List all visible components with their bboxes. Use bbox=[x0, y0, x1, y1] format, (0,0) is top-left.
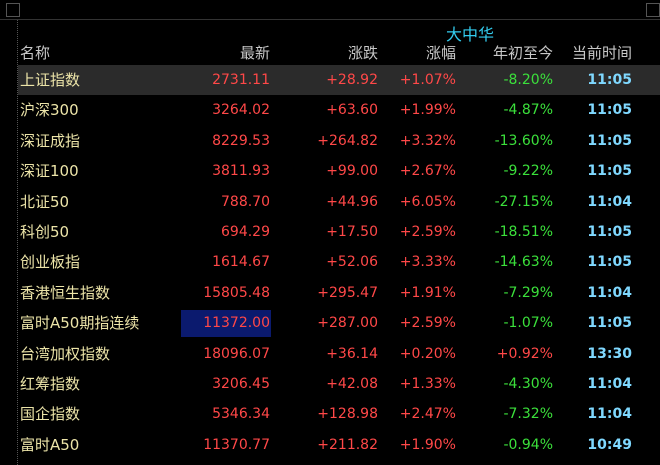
change-pct: +0.20% bbox=[399, 345, 456, 362]
divider bbox=[17, 20, 18, 465]
index-name[interactable]: 红筹指数 bbox=[20, 375, 81, 393]
update-time: 11:04 bbox=[587, 406, 632, 423]
ytd-change: -4.30% bbox=[503, 376, 553, 392]
ytd-change: -8.20% bbox=[503, 72, 553, 88]
index-name[interactable]: 创业板指 bbox=[20, 253, 81, 272]
index-name[interactable]: 深证成指 bbox=[20, 131, 81, 150]
change-pct: +1.91% bbox=[399, 284, 456, 301]
index-name[interactable]: 上证指数 bbox=[20, 71, 81, 89]
update-time: 11:05 bbox=[587, 132, 632, 149]
update-time: 11:05 bbox=[587, 102, 632, 119]
index-name[interactable]: 香港恒生指数 bbox=[20, 283, 111, 302]
last-price: 3206.45 bbox=[212, 376, 270, 392]
column-header[interactable]: 最新 bbox=[239, 44, 270, 62]
update-time: 11:04 bbox=[587, 376, 632, 392]
change: +264.82 bbox=[317, 132, 378, 149]
index-name[interactable]: 北证50 bbox=[20, 192, 70, 211]
ytd-change: -4.87% bbox=[503, 102, 553, 119]
change-pct: +2.59% bbox=[399, 315, 456, 332]
update-time: 11:05 bbox=[587, 224, 632, 240]
change: +42.08 bbox=[326, 376, 378, 392]
change-pct: +3.33% bbox=[399, 254, 456, 271]
change-pct: +2.67% bbox=[399, 163, 456, 180]
ytd-change: -7.29% bbox=[503, 284, 553, 301]
change: +128.98 bbox=[317, 406, 378, 423]
change: +44.96 bbox=[326, 193, 378, 210]
update-time: 11:05 bbox=[587, 72, 632, 88]
tab-bar bbox=[0, 0, 660, 20]
change-pct: +1.07% bbox=[399, 72, 456, 88]
update-time: 11:04 bbox=[587, 193, 632, 210]
index-name[interactable]: 富时A50 bbox=[20, 435, 80, 454]
last-price: 18096.07 bbox=[203, 345, 270, 362]
ytd-change: -1.07% bbox=[503, 315, 553, 332]
column-header[interactable]: 名称 bbox=[20, 44, 51, 62]
change-pct: +2.59% bbox=[399, 224, 456, 240]
index-name[interactable]: 科创50 bbox=[20, 223, 70, 241]
update-time: 13:30 bbox=[587, 345, 632, 362]
index-name[interactable]: 沪深300 bbox=[20, 101, 79, 120]
last-price: 694.29 bbox=[221, 224, 270, 240]
tab-icon[interactable] bbox=[6, 3, 20, 17]
change-pct: +1.90% bbox=[399, 436, 456, 453]
change-pct: +2.47% bbox=[399, 406, 456, 423]
row-highlight bbox=[18, 65, 660, 95]
change: +36.14 bbox=[326, 345, 378, 362]
column-header[interactable]: 涨跌 bbox=[347, 44, 378, 62]
change-pct: +3.32% bbox=[399, 132, 456, 149]
last-price: 8229.53 bbox=[212, 132, 270, 149]
column-header[interactable]: 年初至今 bbox=[492, 44, 553, 62]
ytd-change: -0.94% bbox=[503, 436, 553, 453]
last-price: 15805.48 bbox=[203, 284, 270, 301]
last-price: 3264.02 bbox=[212, 102, 270, 119]
tab-icon[interactable] bbox=[646, 3, 660, 17]
ytd-change: -7.32% bbox=[503, 406, 553, 423]
last-price: 5346.34 bbox=[212, 406, 270, 423]
last-price: 788.70 bbox=[221, 193, 270, 210]
update-time: 11:04 bbox=[587, 284, 632, 301]
change: +99.00 bbox=[326, 163, 378, 180]
change-pct: +1.99% bbox=[399, 102, 456, 119]
change: +287.00 bbox=[317, 315, 378, 332]
last-price: 11370.77 bbox=[203, 436, 270, 453]
ytd-change: -14.63% bbox=[494, 254, 553, 271]
last-price: 1614.67 bbox=[212, 254, 270, 271]
change-pct: +6.05% bbox=[399, 193, 456, 210]
change: +63.60 bbox=[326, 102, 378, 119]
index-name[interactable]: 国企指数 bbox=[20, 405, 81, 424]
update-time: 11:05 bbox=[587, 254, 632, 271]
index-name[interactable]: 台湾加权指数 bbox=[20, 344, 111, 363]
ytd-change: +0.92% bbox=[496, 345, 553, 362]
update-time: 11:05 bbox=[587, 315, 632, 332]
change-pct: +1.33% bbox=[399, 376, 456, 392]
update-time: 10:49 bbox=[587, 436, 632, 453]
change: +28.92 bbox=[326, 72, 378, 88]
index-name[interactable]: 富时A50期指连续 bbox=[20, 314, 140, 333]
column-header[interactable]: 涨幅 bbox=[425, 44, 456, 62]
last-price: 3811.93 bbox=[212, 163, 270, 180]
last-price: 11372.00 bbox=[203, 315, 270, 332]
group-title[interactable]: 大中华 bbox=[445, 25, 494, 44]
change: +211.82 bbox=[317, 436, 378, 453]
update-time: 11:05 bbox=[587, 163, 632, 180]
cell-highlight bbox=[181, 310, 271, 338]
column-header[interactable]: 当前时间 bbox=[571, 44, 632, 62]
ytd-change: -18.51% bbox=[494, 224, 553, 240]
index-name[interactable]: 深证100 bbox=[20, 162, 79, 181]
change: +17.50 bbox=[326, 224, 378, 240]
ytd-change: -13.60% bbox=[494, 132, 553, 149]
change: +52.06 bbox=[326, 254, 378, 271]
change: +295.47 bbox=[317, 284, 378, 301]
last-price: 2731.11 bbox=[212, 72, 270, 88]
ytd-change: -27.15% bbox=[494, 193, 553, 210]
ytd-change: -9.22% bbox=[503, 163, 553, 180]
